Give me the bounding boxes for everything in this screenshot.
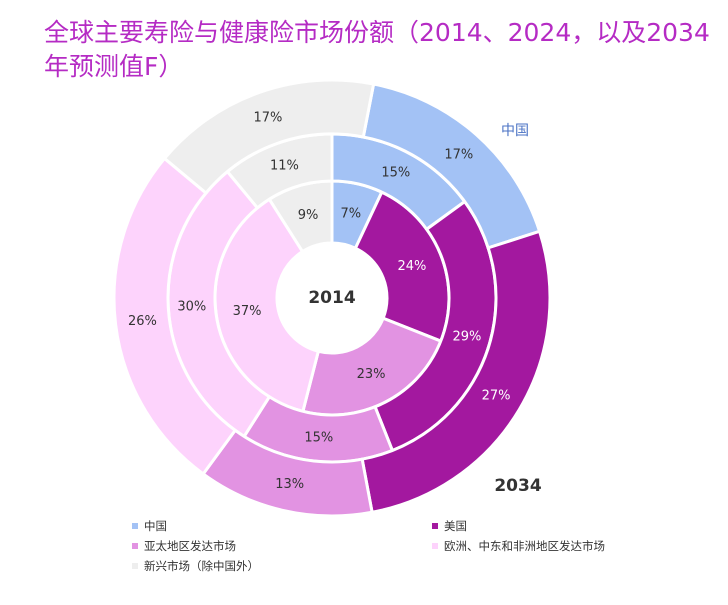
data-label-2014-usa: 24% <box>398 259 427 274</box>
legend-label: 中国 <box>144 519 167 533</box>
legend-swatch <box>432 543 438 549</box>
data-label-2034-emea: 26% <box>128 314 157 329</box>
legend-label: 亚太地区发达市场 <box>144 539 236 553</box>
legend-label: 美国 <box>444 519 467 533</box>
data-label-2024-usa: 29% <box>452 330 481 345</box>
legend-swatch <box>132 563 138 569</box>
legend-item-usa: 美国 <box>432 518 467 534</box>
data-label-2034-emerging: 17% <box>253 111 282 126</box>
legend-label: 欧洲、中东和非洲地区发达市场 <box>444 539 605 553</box>
china-callout-label: 中国 <box>501 123 529 139</box>
data-label-2014-emea: 37% <box>233 304 262 319</box>
center-year-label: 2014 <box>308 288 355 308</box>
legend-label: 新兴市场（除中国外） <box>144 559 259 573</box>
chart-title: 全球主要寿险与健康险市场份额（2014、2024，以及2034年预测值F） <box>44 18 710 81</box>
data-label-2024-apac: 15% <box>304 430 333 445</box>
legend-swatch <box>132 543 138 549</box>
data-label-2034-usa: 27% <box>482 388 511 403</box>
outer-year-label: 2034 <box>494 476 541 496</box>
data-label-2034-china: 17% <box>444 148 473 163</box>
data-label-2024-emea: 30% <box>177 299 206 314</box>
data-label-2024-china: 15% <box>381 165 410 180</box>
data-label-2014-emerging: 9% <box>298 208 319 223</box>
legend-item-emea: 欧洲、中东和非洲地区发达市场 <box>432 538 605 554</box>
legend-item-emerging: 新兴市场（除中国外） <box>132 558 259 574</box>
data-label-2014-china: 7% <box>340 207 361 222</box>
data-label-2034-apac: 13% <box>275 477 304 492</box>
legend-swatch <box>432 523 438 529</box>
data-label-2014-apac: 23% <box>357 367 386 382</box>
legend-item-china: 中国 <box>132 518 167 534</box>
legend-swatch <box>132 523 138 529</box>
legend-item-apac: 亚太地区发达市场 <box>132 538 236 554</box>
slice-2034-emerging <box>162 78 376 196</box>
data-label-2024-emerging: 11% <box>270 158 299 173</box>
